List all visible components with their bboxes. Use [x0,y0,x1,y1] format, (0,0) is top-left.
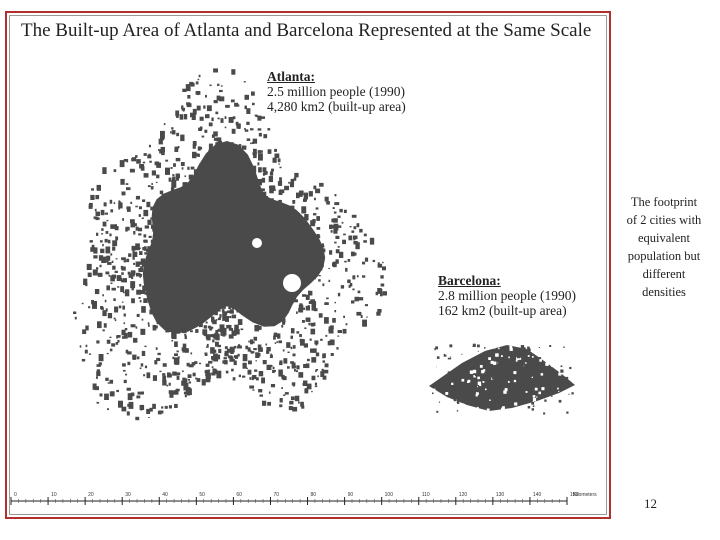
atlanta-area: 4,280 km2 (built-up area) [267,99,406,114]
scale-tick-label: 10 [51,492,57,498]
map-figure: The Built-up Area of Atlanta and Barcelo… [5,11,611,519]
scale-tick-label: 30 [125,492,131,498]
scale-tick-label: 130 [496,492,505,498]
scale-tick-label: 90 [348,492,354,498]
atlanta-population: 2.5 million people (1990) [267,84,405,99]
barcelona-area: 162 km2 (built-up area) [438,303,567,318]
page-number: 12 [644,496,657,511]
barcelona-core [429,345,575,411]
atlanta-name: Atlanta: [267,69,315,84]
atlanta-label: Atlanta: 2.5 million people (1990) 4,280… [267,69,406,114]
scale-tick-label: 110 [422,492,430,498]
scale-tick-label: 120 [459,492,468,498]
scale-tick-label: 80 [311,492,317,498]
scale-bar: 0 10 20 30 40 50 60 70 80 90 100 110 120 130 140 150Kil… [10,492,597,505]
barcelona-population: 2.8 million people (1990) [438,288,576,303]
map-title: The Built-up Area of Atlanta and Barcelo… [21,20,592,41]
urban-footprint-map [73,68,575,421]
scale-tick-label: 50 [199,492,205,498]
barcelona-name: Barcelona: [438,273,501,288]
scale-tick-label: 150 [570,492,579,498]
barcelona-built-up-area [429,343,575,415]
atlanta-built-up-area [73,68,387,421]
scale-tick-label: 40 [162,492,168,498]
scale-unit-label: Kilometers [573,492,597,498]
atlanta-core [142,141,326,334]
scale-tick-label: 140 [533,492,542,498]
barcelona-label: Barcelona: 2.8 million people (1990) 162… [438,273,576,318]
scale-tick-label: 20 [88,492,94,498]
scale-tick-label: 60 [236,492,242,498]
scale-tick-label: 100 [385,492,394,498]
side-note: The footprint of 2 cities with equivalen… [626,195,702,299]
scale-tick-label: 70 [273,492,279,498]
scale-tick-label: 0 [14,492,17,498]
